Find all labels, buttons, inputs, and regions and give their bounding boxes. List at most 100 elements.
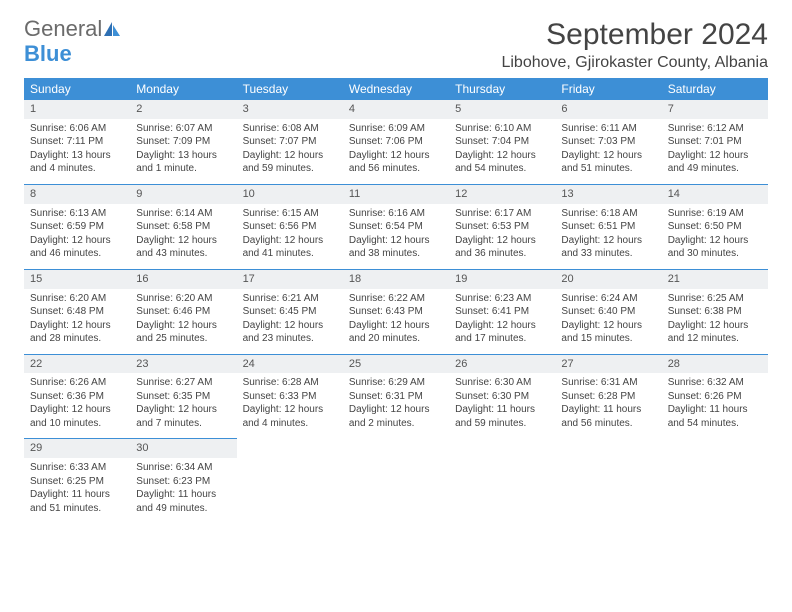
day-number: 26: [449, 354, 555, 374]
calendar-cell: [343, 438, 449, 523]
sunset-line: Sunset: 7:01 PM: [668, 135, 762, 149]
sunrise-line: Sunrise: 6:13 AM: [30, 207, 124, 221]
daylight-line: Daylight: 13 hours and 4 minutes.: [30, 149, 124, 176]
daylight-line: Daylight: 12 hours and 15 minutes.: [561, 319, 655, 346]
calendar-cell: 19Sunrise: 6:23 AMSunset: 6:41 PMDayligh…: [449, 269, 555, 354]
day-number: 18: [343, 269, 449, 289]
day-number: 25: [343, 354, 449, 374]
daylight-line: Daylight: 12 hours and 41 minutes.: [243, 234, 337, 261]
calendar-cell: 30Sunrise: 6:34 AMSunset: 6:23 PMDayligh…: [130, 438, 236, 523]
calendar-cell: 6Sunrise: 6:11 AMSunset: 7:03 PMDaylight…: [555, 100, 661, 184]
sunset-line: Sunset: 6:23 PM: [136, 475, 230, 489]
sunrise-line: Sunrise: 6:18 AM: [561, 207, 655, 221]
day-number: 21: [662, 269, 768, 289]
daylight-line: Daylight: 12 hours and 38 minutes.: [349, 234, 443, 261]
weekday-header: Friday: [555, 78, 661, 100]
sunrise-line: Sunrise: 6:30 AM: [455, 376, 549, 390]
calendar-cell: [449, 438, 555, 523]
daylight-line: Daylight: 12 hours and 12 minutes.: [668, 319, 762, 346]
calendar-cell: 26 Sunrise: 6:30 AMSunset: 6:30 PMDayligh…: [449, 354, 555, 439]
day-number: 2: [130, 100, 236, 119]
sunset-line: Sunset: 6:48 PM: [30, 305, 124, 319]
calendar-row: 15Sunrise: 6:20 AMSunset: 6:48 PMDayligh…: [24, 269, 768, 354]
sunrise-line: Sunrise: 6:15 AM: [243, 207, 337, 221]
sunrise-line: Sunrise: 6:29 AM: [349, 376, 443, 390]
day-number: 28: [662, 354, 768, 374]
calendar-cell: 4Sunrise: 6:09 AMSunset: 7:06 PMDaylight…: [343, 100, 449, 184]
calendar-body: 1Sunrise: 6:06 AMSunset: 7:11 PMDaylight…: [24, 100, 768, 523]
sunset-line: Sunset: 6:58 PM: [136, 220, 230, 234]
sunset-line: Sunset: 6:38 PM: [668, 305, 762, 319]
calendar-cell: 12Sunrise: 6:17 AMSunset: 6:53 PMDayligh…: [449, 184, 555, 269]
sunrise-line: Sunrise: 6:23 AM: [455, 292, 549, 306]
sunset-line: Sunset: 6:56 PM: [243, 220, 337, 234]
calendar-cell: 27Sunrise: 6:31 AMSunset: 6:28 PMDayligh…: [555, 354, 661, 439]
sunset-line: Sunset: 7:11 PM: [30, 135, 124, 149]
sunset-line: Sunset: 6:36 PM: [30, 390, 124, 404]
sunset-line: Sunset: 6:50 PM: [668, 220, 762, 234]
sunset-line: Sunset: 6:53 PM: [455, 220, 549, 234]
calendar-cell: 28Sunrise: 6:32 AMSunset: 6:26 PMDayligh…: [662, 354, 768, 439]
daylight-line: Daylight: 12 hours and 36 minutes.: [455, 234, 549, 261]
sunset-line: Sunset: 6:45 PM: [243, 305, 337, 319]
daylight-line: Daylight: 12 hours and 54 minutes.: [455, 149, 549, 176]
day-number: 6: [555, 100, 661, 119]
day-number: 8: [24, 184, 130, 204]
calendar-cell: 13Sunrise: 6:18 AMSunset: 6:51 PMDayligh…: [555, 184, 661, 269]
location: Libohove, Gjirokaster County, Albania: [501, 54, 768, 72]
sunrise-line: Sunrise: 6:20 AM: [136, 292, 230, 306]
day-number: 27: [555, 354, 661, 374]
sunset-line: Sunset: 6:59 PM: [30, 220, 124, 234]
daylight-line: Daylight: 12 hours and 51 minutes.: [561, 149, 655, 176]
sunrise-line: Sunrise: 6:28 AM: [243, 376, 337, 390]
calendar-cell: 9Sunrise: 6:14 AMSunset: 6:58 PMDaylight…: [130, 184, 236, 269]
calendar-cell: 3Sunrise: 6:08 AMSunset: 7:07 PMDaylight…: [237, 100, 343, 184]
sunrise-line: Sunrise: 6:20 AM: [30, 292, 124, 306]
sunset-line: Sunset: 6:35 PM: [136, 390, 230, 404]
weekday-header: Saturday: [662, 78, 768, 100]
day-number: 16: [130, 269, 236, 289]
sunset-line: Sunset: 6:30 PM: [455, 390, 549, 404]
daylight-line: Daylight: 11 hours and 59 minutes.: [455, 403, 549, 430]
calendar-cell: 18Sunrise: 6:22 AMSunset: 6:43 PMDayligh…: [343, 269, 449, 354]
sunrise-line: Sunrise: 6:27 AM: [136, 376, 230, 390]
calendar-cell: 24Sunrise: 6:28 AMSunset: 6:33 PMDayligh…: [237, 354, 343, 439]
logo-sail-icon: [102, 20, 122, 43]
day-number: 23: [130, 354, 236, 374]
sunrise-line: Sunrise: 6:25 AM: [668, 292, 762, 306]
calendar-cell: 2Sunrise: 6:07 AMSunset: 7:09 PMDaylight…: [130, 100, 236, 184]
sunset-line: Sunset: 6:40 PM: [561, 305, 655, 319]
sunset-line: Sunset: 6:51 PM: [561, 220, 655, 234]
day-number: 19: [449, 269, 555, 289]
calendar-cell: 1Sunrise: 6:06 AMSunset: 7:11 PMDaylight…: [24, 100, 130, 184]
sunrise-line: Sunrise: 6:07 AM: [136, 122, 230, 136]
sunrise-line: Sunrise: 6:11 AM: [561, 122, 655, 136]
sunrise-line: Sunrise: 6:16 AM: [349, 207, 443, 221]
daylight-line: Daylight: 11 hours and 51 minutes.: [30, 488, 124, 515]
calendar-cell: 29Sunrise: 6:33 AMSunset: 6:25 PMDayligh…: [24, 438, 130, 523]
daylight-line: Daylight: 12 hours and 49 minutes.: [668, 149, 762, 176]
logo-text-general: General: [24, 16, 102, 41]
daylight-line: Daylight: 12 hours and 2 minutes.: [349, 403, 443, 430]
daylight-line: Daylight: 12 hours and 23 minutes.: [243, 319, 337, 346]
day-number: 30: [130, 438, 236, 458]
weekday-header: Monday: [130, 78, 236, 100]
day-number: 29: [24, 438, 130, 458]
sunrise-line: Sunrise: 6:32 AM: [668, 376, 762, 390]
daylight-line: Daylight: 12 hours and 43 minutes.: [136, 234, 230, 261]
daylight-line: Daylight: 12 hours and 33 minutes.: [561, 234, 655, 261]
calendar-cell: 16Sunrise: 6:20 AMSunset: 6:46 PMDayligh…: [130, 269, 236, 354]
calendar-table: SundayMondayTuesdayWednesdayThursdayFrid…: [24, 78, 768, 523]
daylight-line: Daylight: 12 hours and 4 minutes.: [243, 403, 337, 430]
sunrise-line: Sunrise: 6:06 AM: [30, 122, 124, 136]
weekday-header: Sunday: [24, 78, 130, 100]
daylight-line: Daylight: 12 hours and 28 minutes.: [30, 319, 124, 346]
daylight-line: Daylight: 12 hours and 7 minutes.: [136, 403, 230, 430]
weekday-header: Thursday: [449, 78, 555, 100]
logo-text-blue: Blue: [24, 41, 72, 66]
sunrise-line: Sunrise: 6:10 AM: [455, 122, 549, 136]
sunrise-line: Sunrise: 6:12 AM: [668, 122, 762, 136]
day-number: 9: [130, 184, 236, 204]
sunrise-line: Sunrise: 6:21 AM: [243, 292, 337, 306]
title-block: September 2024 Libohove, Gjirokaster Cou…: [501, 18, 768, 72]
